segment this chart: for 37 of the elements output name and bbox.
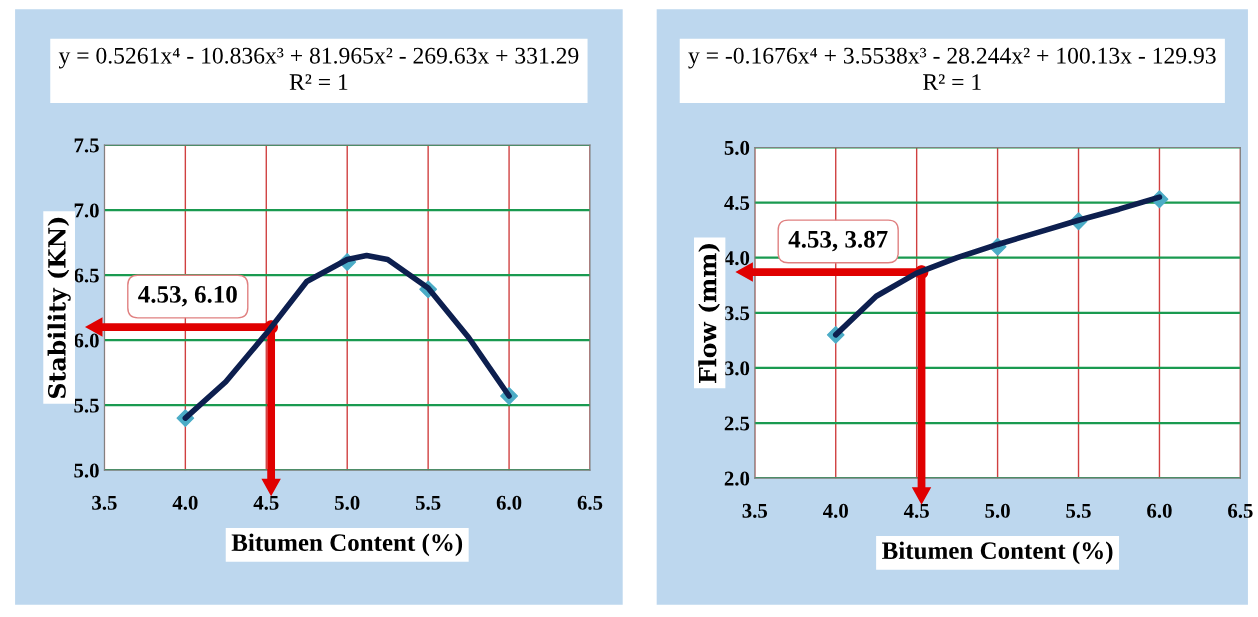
text: R² = 1 (923, 74, 981, 90)
y-tick-label: 5.0 (74, 463, 99, 478)
x-tick-label: 5.5 (1066, 503, 1091, 518)
x-tick-label: 4.0 (823, 503, 848, 518)
x-tick-label: 5.0 (335, 495, 360, 510)
x-tick-label: 5.0 (985, 503, 1010, 518)
y-axis-title: Stability (KN) (47, 217, 71, 398)
y-tick-label: 2.5 (724, 416, 750, 431)
text: y = -0.1676x⁴ + 3.5538x³ - 28.244x² + 100.13x - 129.93 (688, 47, 1216, 69)
x-tick-label: 6.5 (577, 495, 603, 510)
y-tick-label: 3.0 (724, 361, 750, 376)
x-tick-label: 4.0 (172, 495, 198, 510)
x-axis-title: Bitumen Content (%) (231, 533, 463, 557)
y-axis-title: Flow (mm) (698, 243, 720, 383)
y-tick-label: 6.5 (74, 268, 99, 283)
y-tick-label: 4.0 (724, 251, 750, 266)
y-tick-label: 4.5 (724, 196, 750, 211)
y-tick-label: 5.5 (74, 398, 99, 413)
x-tick-label: 4.5 (253, 495, 279, 510)
text: R² = 1 (289, 74, 348, 90)
y-tick-label: 5.0 (724, 140, 750, 155)
x-tick-label: 3.5 (742, 503, 768, 518)
x-tick-label: 4.5 (903, 503, 929, 518)
y-tick-label: 7.0 (74, 203, 99, 218)
x-tick-label: 3.5 (92, 495, 117, 510)
x-tick-label: 6.0 (496, 495, 522, 510)
annotation: 4.53, 3.87 (788, 230, 888, 252)
y-tick-label: 7.5 (74, 138, 99, 153)
y-tick-label: 2.0 (724, 471, 750, 486)
x-tick-label: 5.5 (415, 495, 441, 510)
x-tick-label: 6.5 (1228, 503, 1253, 518)
x-tick-label: 6.0 (1147, 503, 1172, 518)
y-tick-label: 6.0 (74, 333, 99, 348)
annotation: 4.53, 6.10 (138, 285, 237, 307)
y-tick-label: 3.5 (724, 306, 750, 321)
x-axis-title: Bitumen Content (%) (882, 541, 1113, 565)
text: y = 0.5261x⁴ - 10.836x³ + 81.965x² - 269.63x + 331.29 (58, 47, 579, 69)
